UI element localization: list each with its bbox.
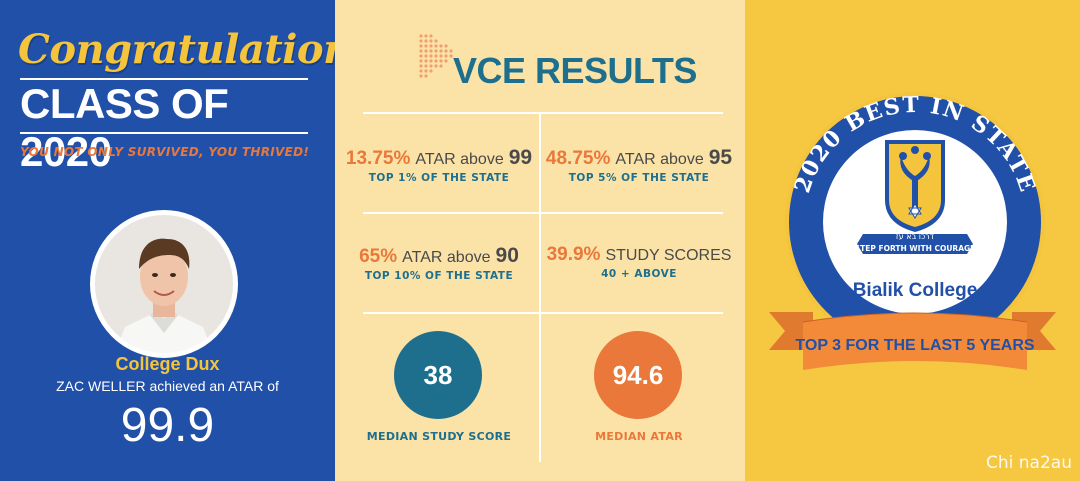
stat-percent: 39.9% [546, 244, 601, 265]
tree-emblem-icon [899, 146, 931, 219]
stat-percent: 13.75% [345, 148, 411, 169]
stat-top-10: 65% ATAR above 90 TOP 10% OF THE STATE [339, 244, 539, 282]
grid-line [363, 312, 723, 314]
divider-top [20, 78, 308, 80]
best-in-state-badge: 2020 BEST IN STATE דרכו בא עז STEP FORTH… [769, 92, 1056, 370]
median-atar-label: MEDIAN ATAR [595, 430, 683, 443]
dux-score: 99.9 [120, 399, 215, 452]
stat-number: 90 [495, 244, 519, 267]
stat-top-5: 48.75% ATAR above 95 TOP 5% OF THE STATE [539, 146, 739, 184]
grid-line [363, 212, 723, 214]
grid-line [363, 112, 723, 114]
stat-subtitle: 40 + ABOVE [601, 268, 677, 280]
stat-number: 99 [508, 146, 533, 169]
vce-results-title: VCE RESULTS [453, 50, 697, 91]
stat-study-scores: 39.9% STUDY SCORES 40 + ABOVE [539, 244, 739, 280]
stat-text: ATAR above [415, 151, 504, 168]
hebrew-motto: דרכו בא עז [896, 232, 935, 241]
stat-subtitle: TOP 10% OF THE STATE [364, 270, 514, 282]
victoria-map-icon [419, 34, 453, 78]
stat-number: 95 [708, 146, 733, 169]
stat-text: ATAR above [615, 151, 704, 168]
divider-bottom [20, 132, 308, 134]
stat-text: STUDY SCORES [605, 247, 732, 264]
dux-subtitle: ZAC WELLER achieved an ATAR of [56, 378, 279, 394]
congratulations-heading: Congratulations [18, 26, 374, 73]
dux-title: College Dux [115, 354, 220, 374]
stat-subtitle: TOP 1% OF THE STATE [368, 172, 510, 184]
median-atar-circle: 94.6 [594, 331, 682, 419]
grid-line [539, 112, 541, 462]
class-of-heading: CLASS OF 2020 [20, 80, 229, 175]
school-name: Bialik College [853, 280, 978, 301]
stat-top-1: 13.75% ATAR above 99 TOP 1% OF THE STATE [339, 146, 539, 184]
stat-text: ATAR above [402, 249, 491, 266]
ribbon-text: TOP 3 FOR THE LAST 5 YEARS [795, 337, 1034, 354]
stat-percent: 48.75% [545, 148, 611, 169]
dux-photo [90, 210, 238, 358]
left-panel: Congratulations CLASS OF 2020 YOU NOT ON… [0, 0, 374, 481]
median-study-score-label: MEDIAN STUDY SCORE [366, 430, 512, 443]
vce-results-panel: VCE RESULTS 13.75% ATAR above 99 TOP 1% … [335, 0, 745, 481]
stat-percent: 65% [359, 246, 398, 267]
median-study-score-circle: 38 [394, 331, 482, 419]
watermark: Chi na2au [986, 453, 1072, 473]
tagline: YOU NOT ONLY SURVIVED, YOU THRIVED! [20, 145, 310, 159]
motto-text: STEP FORTH WITH COURAGE [855, 244, 976, 253]
stat-subtitle: TOP 5% OF THE STATE [568, 172, 710, 184]
best-in-state-panel: 2020 BEST IN STATE דרכו בא עז STEP FORTH… [745, 0, 1080, 481]
